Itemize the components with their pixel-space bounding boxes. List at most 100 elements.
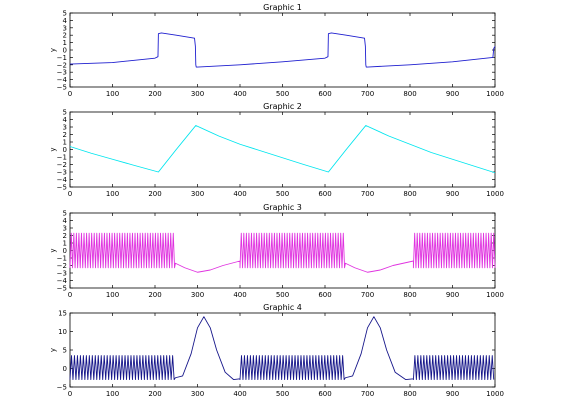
y-tick-label: 15 (58, 310, 67, 318)
x-tick-label: 500 (276, 291, 289, 299)
x-tick-label: 300 (191, 90, 204, 98)
x-tick-label: 300 (191, 190, 204, 198)
x-tick-label: 1000 (486, 90, 504, 98)
chart-panel-3: Graphic 3y0 100 200 300 400 500 600 700 800 900 10… (49, 203, 504, 299)
y-tick-label: −5 (57, 285, 67, 293)
x-tick-label: 700 (361, 190, 374, 198)
y-axis-label: y (49, 147, 57, 151)
y-tick-label: 4 (63, 116, 68, 124)
x-tick-label: 500 (276, 390, 289, 398)
y-axis-label: y (49, 348, 57, 352)
x-tick-label: 200 (148, 190, 161, 198)
y-tick-label: 2 (63, 131, 67, 139)
chart-panel-4: Graphic 4y0 100 200 300 400 500 600 700 800 900 10… (49, 303, 504, 398)
x-tick-label: 900 (446, 90, 459, 98)
x-tick-label: 100 (106, 291, 119, 299)
x-tick-label: 900 (446, 291, 459, 299)
y-tick-label: 1 (63, 39, 67, 47)
y-tick-label: 5 (63, 109, 67, 117)
x-tick-label: 200 (148, 390, 161, 398)
y-tick-label: 1 (63, 240, 67, 248)
y-tick-label: 0 (63, 47, 67, 55)
x-tick-label: 600 (318, 390, 331, 398)
x-tick-label: 800 (403, 291, 416, 299)
x-tick-label: 100 (106, 390, 119, 398)
x-tick-label: 700 (361, 291, 374, 299)
x-tick-label: 300 (191, 291, 204, 299)
y-tick-label: −1 (57, 54, 67, 62)
y-tick-label: 3 (63, 225, 67, 233)
x-tick-label: 1000 (486, 291, 504, 299)
x-tick-label: 900 (446, 390, 459, 398)
chart-panel-1: Graphic 1y0 100 200 300 400 500 600 700 800 900 10… (49, 3, 504, 98)
y-tick-label: 0 (63, 146, 67, 154)
y-tick-label: −3 (57, 169, 67, 177)
x-tick-label: 0 (68, 390, 72, 398)
x-tick-label: 800 (403, 390, 416, 398)
series-line-1 (69, 32, 496, 68)
chart-title: Graphic 3 (263, 203, 302, 212)
x-tick-label: 400 (233, 190, 246, 198)
y-tick-label: 10 (58, 328, 67, 336)
y-tick-label: 4 (63, 217, 68, 225)
y-tick-label: 5 (63, 210, 67, 218)
y-tick-label: 1 (63, 139, 67, 147)
y-tick-label: −4 (57, 76, 68, 84)
y-tick-label: 5 (63, 347, 67, 355)
x-tick-label: 700 (361, 390, 374, 398)
x-tick-label: 1000 (486, 190, 504, 198)
y-tick-label: −1 (57, 255, 67, 263)
chart-title: Graphic 1 (263, 3, 302, 12)
y-tick-label: 4 (63, 17, 68, 25)
x-tick-label: 400 (233, 291, 246, 299)
x-tick-label: 500 (276, 90, 289, 98)
y-tick-label: 5 (63, 10, 67, 18)
x-tick-label: 600 (318, 90, 331, 98)
y-tick-label: 3 (63, 24, 67, 32)
chart-panel-2: Graphic 2y0 100 200 300 400 500 600 700 800 900 10… (49, 102, 504, 198)
y-axis-label: y (49, 48, 57, 52)
x-tick-label: 500 (276, 190, 289, 198)
x-tick-label: 600 (318, 291, 331, 299)
x-tick-label: 0 (68, 190, 72, 198)
y-tick-label: 0 (63, 247, 67, 255)
x-tick-label: 0 (68, 90, 72, 98)
y-tick-label: −3 (57, 270, 67, 278)
x-tick-label: 200 (148, 291, 161, 299)
y-tick-label: −5 (57, 384, 67, 392)
series-line-1 (69, 125, 496, 174)
x-tick-label: 800 (403, 190, 416, 198)
series-line-1 (69, 316, 495, 381)
y-tick-label: 2 (63, 32, 67, 40)
y-tick-label: −1 (57, 154, 67, 162)
y-tick-label: −2 (57, 262, 67, 270)
x-tick-label: 900 (446, 190, 459, 198)
x-tick-label: 0 (68, 291, 72, 299)
y-tick-label: 0 (63, 365, 67, 373)
x-tick-label: 600 (318, 190, 331, 198)
x-tick-label: 300 (191, 390, 204, 398)
chart-title: Graphic 4 (263, 303, 302, 312)
x-tick-label: 200 (148, 90, 161, 98)
x-tick-label: 100 (106, 190, 119, 198)
y-tick-label: −4 (57, 277, 68, 285)
y-tick-label: −2 (57, 161, 67, 169)
x-tick-label: 400 (233, 390, 246, 398)
x-tick-label: 700 (361, 90, 374, 98)
chart-title: Graphic 2 (263, 102, 302, 111)
y-tick-label: −4 (57, 176, 68, 184)
series-line-1 (69, 232, 496, 273)
y-axis-label: y (49, 248, 57, 252)
y-tick-label: −2 (57, 61, 67, 69)
y-tick-label: −5 (57, 84, 67, 92)
x-tick-label: 800 (403, 90, 416, 98)
x-tick-label: 400 (233, 90, 246, 98)
y-tick-label: −5 (57, 184, 67, 192)
y-tick-label: 3 (63, 124, 67, 132)
y-tick-label: −3 (57, 69, 67, 77)
x-tick-label: 1000 (486, 390, 504, 398)
y-tick-label: 2 (63, 232, 67, 240)
x-tick-label: 100 (106, 90, 119, 98)
